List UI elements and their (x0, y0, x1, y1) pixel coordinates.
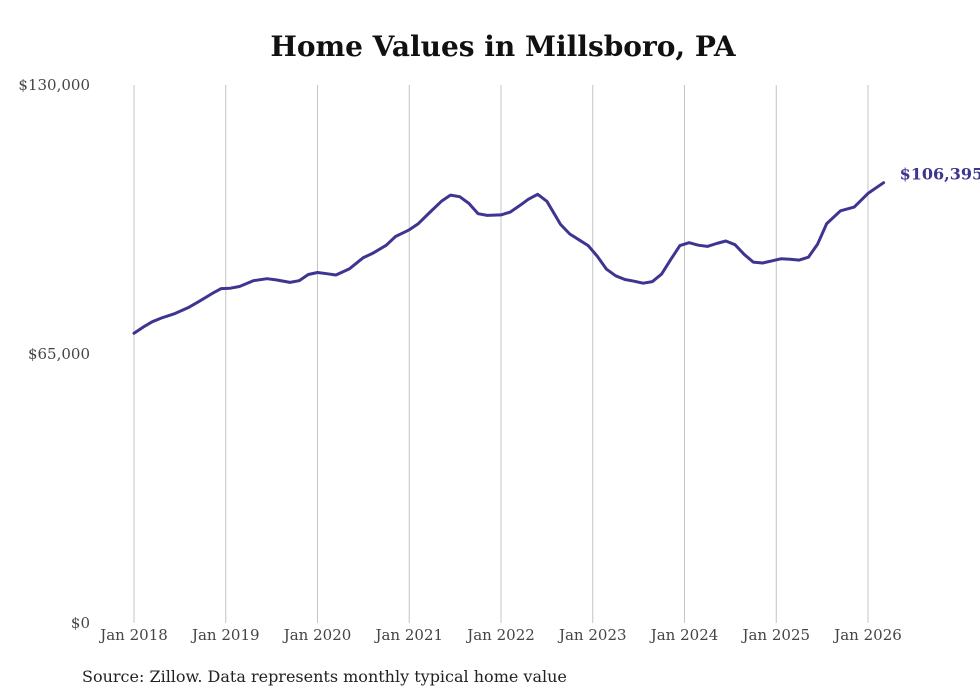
x-tick-label: Jan 2018 (98, 626, 168, 644)
x-tick-label: Jan 2025 (740, 626, 810, 644)
y-axis-ticks: $130,000 $65,000 $0 (18, 76, 90, 632)
series-layer (132, 181, 886, 335)
y-tick-label: $0 (71, 614, 90, 632)
x-tick-label: Jan 2023 (557, 626, 627, 644)
chart-title: Home Values in Millsboro, PA (270, 30, 736, 63)
source-note: Source: Zillow. Data represents monthly … (82, 667, 567, 686)
y-tick-label: $65,000 (28, 345, 90, 363)
x-axis-ticks: Jan 2018 Jan 2019 Jan 2020 Jan 2021 Jan 2022… (98, 626, 902, 644)
x-tick-label: Jan 2019 (190, 626, 260, 644)
label-layer: $106,395 (900, 165, 980, 184)
end-value-label: $106,395 (900, 165, 980, 184)
x-tick-label: Jan 2024 (649, 626, 719, 644)
y-tick-label: $130,000 (18, 76, 90, 94)
x-tick-label: Jan 2022 (465, 626, 535, 644)
grid-layer (133, 85, 869, 623)
x-tick-label: Jan 2021 (373, 626, 443, 644)
x-tick-label: Jan 2026 (832, 626, 902, 644)
x-tick-label: Jan 2020 (282, 626, 352, 644)
series-line (132, 181, 886, 335)
